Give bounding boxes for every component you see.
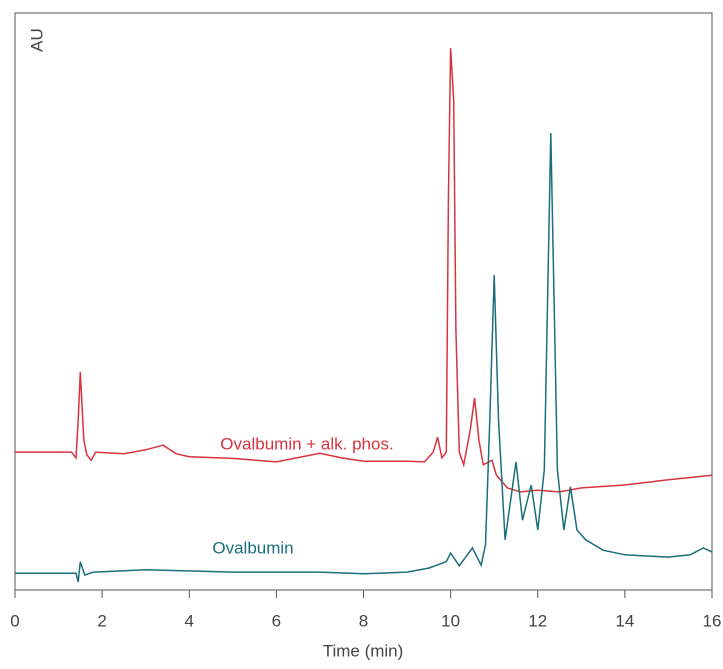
x-tick-label: 16 xyxy=(703,611,722,630)
x-tick-label: 6 xyxy=(272,611,281,630)
x-tick-label: 4 xyxy=(185,611,194,630)
x-tick-label: 10 xyxy=(441,611,460,630)
x-tick-label: 2 xyxy=(97,611,106,630)
series-label: Ovalbumin xyxy=(212,538,293,557)
y-axis-label: AU xyxy=(27,28,46,52)
plot-frame xyxy=(14,12,713,591)
series-line xyxy=(15,48,713,493)
x-tick-label: 12 xyxy=(528,611,547,630)
series-line xyxy=(15,132,713,583)
x-tick-label: 8 xyxy=(359,611,368,630)
x-tick-label: 14 xyxy=(615,611,634,630)
x-tick-label: 0 xyxy=(10,611,19,630)
x-axis-label: Time (min) xyxy=(323,641,404,660)
series-label: Ovalbumin + alk. phos. xyxy=(220,434,393,453)
